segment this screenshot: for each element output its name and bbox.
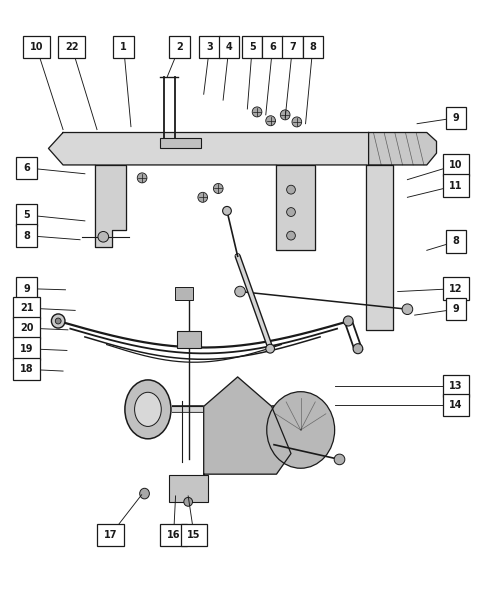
Ellipse shape [265,344,274,353]
Ellipse shape [401,304,412,315]
Bar [16,277,37,300]
Text: 22: 22 [65,42,78,52]
Bar [445,107,465,129]
Ellipse shape [266,392,334,468]
Ellipse shape [265,115,275,126]
Bar [302,36,322,58]
Text: 6: 6 [269,42,275,52]
Polygon shape [94,165,126,247]
Bar [58,36,85,58]
Bar [23,36,49,58]
Bar [445,298,465,320]
Bar [13,358,40,380]
Text: 13: 13 [448,381,462,391]
Bar [218,36,239,58]
Text: 5: 5 [23,210,30,220]
Bar [97,524,124,546]
Bar [16,224,37,247]
Text: 3: 3 [206,42,212,52]
Text: 20: 20 [20,323,33,333]
Bar [282,36,302,58]
Text: 16: 16 [166,530,180,540]
Ellipse shape [222,206,231,216]
Text: 6: 6 [23,163,30,173]
Text: 10: 10 [30,42,43,52]
Bar [180,524,207,546]
Bar [199,36,219,58]
Polygon shape [365,165,392,330]
Polygon shape [48,133,397,165]
Bar [160,138,201,148]
Text: 5: 5 [248,42,255,52]
Ellipse shape [291,117,301,127]
Text: 9: 9 [23,284,30,293]
Bar [113,36,134,58]
Ellipse shape [352,344,362,353]
Text: 19: 19 [20,344,33,353]
Ellipse shape [286,185,295,194]
Bar [13,297,40,319]
Bar [16,157,37,179]
Ellipse shape [137,173,147,183]
Ellipse shape [234,286,245,297]
Ellipse shape [286,231,295,240]
Bar [13,317,40,339]
Ellipse shape [51,314,65,328]
Text: 8: 8 [309,42,316,52]
Polygon shape [276,165,315,250]
Bar [174,287,193,300]
Bar [160,524,186,546]
Ellipse shape [197,192,207,203]
Ellipse shape [333,454,344,465]
Text: 12: 12 [448,284,462,293]
Text: 17: 17 [104,530,117,540]
Text: 18: 18 [20,365,33,374]
Bar [177,331,201,348]
Text: 8: 8 [452,237,458,246]
Ellipse shape [125,380,170,439]
Bar [169,36,189,58]
Text: 11: 11 [448,181,462,190]
Bar [242,36,262,58]
Text: 7: 7 [288,42,295,52]
Ellipse shape [280,110,289,120]
Bar [168,475,207,502]
Bar [441,394,468,416]
Bar [441,277,468,300]
Ellipse shape [134,392,161,426]
Text: 8: 8 [23,231,30,240]
Ellipse shape [286,207,295,217]
Polygon shape [368,133,436,165]
Text: 14: 14 [448,401,462,410]
Bar [441,174,468,197]
Text: 21: 21 [20,303,33,313]
Text: 9: 9 [452,113,458,123]
Ellipse shape [183,497,192,507]
Bar [445,230,465,253]
Text: 15: 15 [187,530,200,540]
Text: 4: 4 [225,42,232,52]
Text: 9: 9 [452,305,458,314]
Ellipse shape [139,488,149,499]
Text: 2: 2 [176,42,182,52]
Bar [262,36,282,58]
Bar [441,375,468,397]
Ellipse shape [213,183,223,193]
Text: 10: 10 [448,160,462,170]
Ellipse shape [98,231,108,242]
Text: 1: 1 [120,42,127,52]
Bar [16,204,37,226]
Bar [13,337,40,360]
Ellipse shape [343,316,352,326]
Polygon shape [203,377,290,474]
Ellipse shape [55,318,61,324]
Ellipse shape [252,107,261,117]
Bar [441,154,468,176]
